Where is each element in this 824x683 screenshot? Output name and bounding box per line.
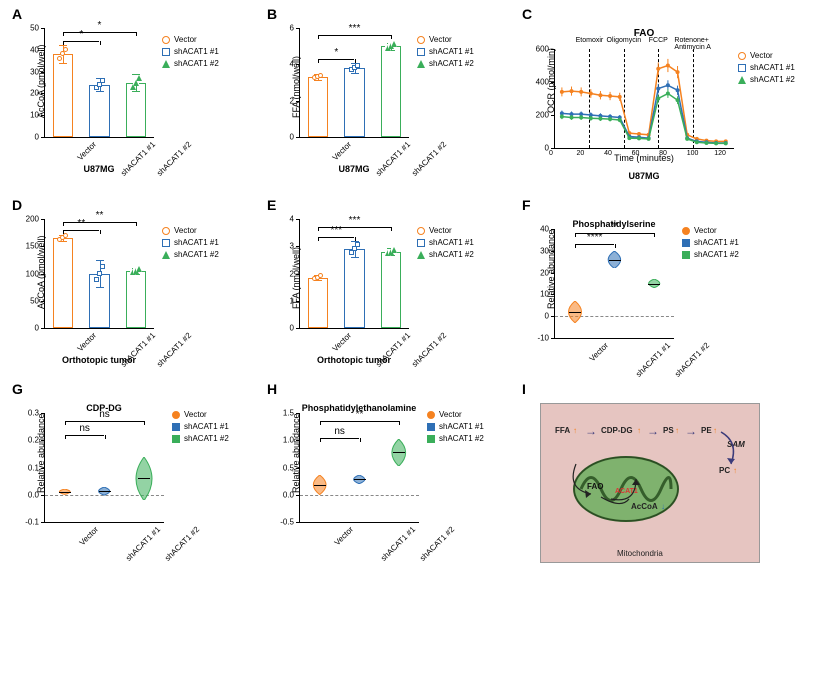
panel-a: A AcCoA (pmol/well) 01020304050VectorshA… <box>10 10 255 181</box>
panel-c: C FAO OCR (pmol/min) 0200400600020406080… <box>520 10 814 181</box>
panel-g-label: G <box>12 381 23 397</box>
up-arrow-icon: ↑ <box>573 426 577 435</box>
cycle-arrows-icon <box>571 459 651 519</box>
legend-item: shACAT1 #2 <box>417 249 474 260</box>
pc-label: PC <box>719 466 730 475</box>
panel-b-chart: FFA (nmol/well) 0246VectorshACAT1 #1shAC… <box>299 28 409 174</box>
legend-item: Vector <box>162 225 219 236</box>
panel-d-label: D <box>12 197 22 213</box>
cdpdg-label: CDP-DG <box>601 426 633 435</box>
ffa-label: FFA <box>555 426 570 435</box>
legend-item: shACAT1 #1 <box>417 46 474 57</box>
legend-item: shACAT1 #2 <box>172 433 229 444</box>
panel-g-legend: VectorshACAT1 #1shACAT1 #2 <box>172 409 229 446</box>
legend-item: shACAT1 #2 <box>417 58 474 69</box>
legend-item: Vector <box>417 225 474 236</box>
panel-g-chart: CDP-DG Relative abundance -0.10.00.10.20… <box>44 403 164 523</box>
up-arrow-icon: ↑ <box>675 426 679 435</box>
legend-item: shACAT1 #2 <box>162 58 219 69</box>
legend-item: Vector <box>172 409 229 420</box>
arrow-icon: → <box>685 424 697 438</box>
arrow-icon: → <box>647 424 659 438</box>
panel-h: H Phosphatidylethanolamine Relative abun… <box>265 385 510 563</box>
legend-item: shACAT1 #2 <box>738 74 795 85</box>
ps-label: PS <box>663 426 674 435</box>
panel-f-chart: Phosphatidylserine Relative abundance -1… <box>554 219 674 339</box>
panel-h-label: H <box>267 381 277 397</box>
panel-b-legend: VectorshACAT1 #1shACAT1 #2 <box>417 34 474 71</box>
legend-item: shACAT1 #1 <box>738 62 795 73</box>
panel-f: F Phosphatidylserine Relative abundance … <box>520 201 814 365</box>
panel-f-legend: VectorshACAT1 #1shACAT1 #2 <box>682 225 739 262</box>
panel-h-chart: Phosphatidylethanolamine Relative abunda… <box>299 403 419 523</box>
legend-item: Vector <box>417 34 474 45</box>
legend-item: shACAT1 #2 <box>682 249 739 260</box>
legend-item: Vector <box>427 409 484 420</box>
panel-e-label: E <box>267 197 276 213</box>
panel-i-label: I <box>522 381 526 397</box>
panel-e-chart: FFA (nmol/well) 01234VectorshACAT1 #1shA… <box>299 219 409 365</box>
panel-c-caption: U87MG <box>554 171 734 181</box>
panel-d-legend: VectorshACAT1 #1shACAT1 #2 <box>162 225 219 262</box>
legend-item: shACAT1 #1 <box>162 46 219 57</box>
panel-i: I FFA ↑ → CDP-DG ↑ → PS ↑ → PE ↑ SAM PC <box>520 385 814 563</box>
legend-item: Vector <box>162 34 219 45</box>
up-arrow-icon: ↑ <box>713 426 717 435</box>
legend-item: shACAT1 #2 <box>427 433 484 444</box>
pe-label: PE <box>701 426 712 435</box>
legend-item: shACAT1 #1 <box>162 237 219 248</box>
down-arrow-icon: ↓ <box>661 502 665 511</box>
panel-b: B FFA (nmol/well) 0246VectorshACAT1 #1sh… <box>265 10 510 181</box>
legend-item: Vector <box>738 50 795 61</box>
panel-g: G CDP-DG Relative abundance -0.10.00.10.… <box>10 385 255 563</box>
panel-a-legend: VectorshACAT1 #1shACAT1 #2 <box>162 34 219 71</box>
panel-i-diagram: FFA ↑ → CDP-DG ↑ → PS ↑ → PE ↑ SAM PC ↑ … <box>540 403 760 563</box>
figure-grid: A AcCoA (pmol/well) 01020304050VectorshA… <box>10 10 814 563</box>
panel-e: E FFA (nmol/well) 01234VectorshACAT1 #1s… <box>265 201 510 365</box>
panel-a-label: A <box>12 6 22 22</box>
arrow-icon: → <box>585 424 597 438</box>
panel-e-legend: VectorshACAT1 #1shACAT1 #2 <box>417 225 474 262</box>
legend-item: Vector <box>682 225 739 236</box>
panel-b-label: B <box>267 6 277 22</box>
up-arrow-icon: ↑ <box>637 426 641 435</box>
mitochondria-caption: Mitochondria <box>617 549 663 558</box>
panel-c-legend: VectorshACAT1 #1shACAT1 #2 <box>738 50 795 87</box>
legend-item: shACAT1 #2 <box>162 249 219 260</box>
panel-a-chart: AcCoA (pmol/well) 01020304050VectorshACA… <box>44 28 154 174</box>
panel-c-label: C <box>522 6 532 22</box>
curved-arrow-icon <box>719 430 749 470</box>
panel-f-label: F <box>522 197 531 213</box>
legend-item: shACAT1 #1 <box>417 237 474 248</box>
panel-h-legend: VectorshACAT1 #1shACAT1 #2 <box>427 409 484 446</box>
legend-item: shACAT1 #1 <box>172 421 229 432</box>
legend-item: shACAT1 #1 <box>427 421 484 432</box>
up-arrow-icon: ↑ <box>733 466 737 475</box>
panel-d-chart: AcCoA (pmol/well) 050100150200VectorshAC… <box>44 219 154 365</box>
panel-d: D AcCoA (pmol/well) 050100150200Vectorsh… <box>10 201 255 365</box>
legend-item: shACAT1 #1 <box>682 237 739 248</box>
panel-c-chart: FAO OCR (pmol/min) 020040060002040608010… <box>554 28 734 181</box>
